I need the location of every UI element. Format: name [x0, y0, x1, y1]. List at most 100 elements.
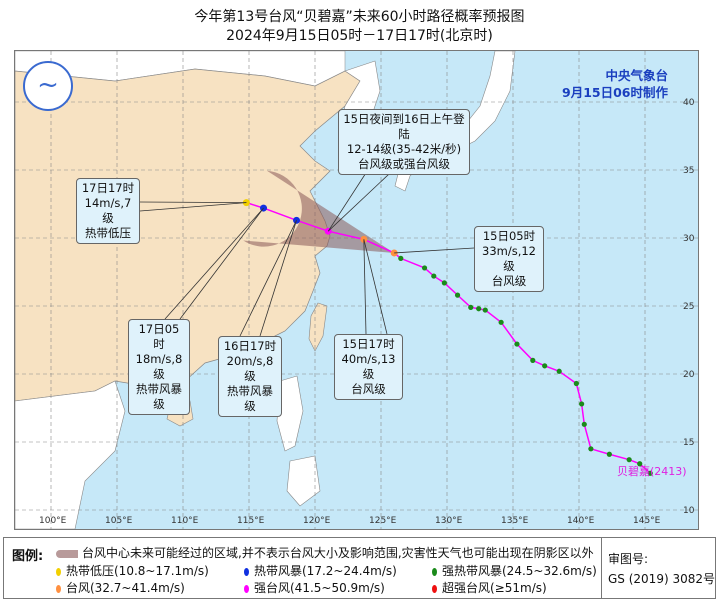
lon-tick-label: 115°E [237, 516, 265, 526]
lat-tick-label: 15 [683, 438, 694, 448]
callout-line: 15日夜间到16日上午登陆 [343, 112, 465, 141]
callout-line: 16日17时 [223, 339, 277, 353]
leader-line [259, 220, 297, 337]
lon-tick-label: 145°E [633, 516, 661, 526]
lon-tick-label: 125°E [369, 516, 397, 526]
legend-item-label: 热带风暴(17.2~24.4m/s) [254, 564, 397, 578]
lon-tick-label: 130°E [435, 516, 463, 526]
lat-tick-label: 20 [683, 370, 695, 380]
category-dot-icon [244, 584, 249, 593]
legend: 图例: 台风中心未来可能经过的区域,并不表示台风大小及影响范围,灾害性天气也可能… [3, 537, 716, 599]
past-track-point [514, 341, 520, 347]
lat-tick-label: 30 [683, 234, 695, 244]
forecast-point [390, 249, 398, 257]
legend-item-label: 台风(32.7~41.4m/s) [66, 581, 185, 595]
past-track-point [579, 401, 585, 407]
leader-line [363, 239, 367, 335]
category-dot-icon [56, 567, 61, 576]
lat-tick-label: 35 [683, 166, 694, 176]
approval-box: 审图号: GS (2019) 3082号 [601, 538, 715, 598]
past-track-point [573, 380, 579, 387]
callout-line: 33m/s,12级 [482, 244, 536, 273]
past-track-point [637, 461, 643, 467]
category-dot-icon [432, 567, 437, 576]
leader-line [394, 247, 475, 254]
legend-item: 超强台风(≥51m/s) [432, 579, 547, 596]
legend-item: 强热带风暴(24.5~32.6m/s) [432, 562, 597, 579]
approval-label: 审图号: [608, 552, 649, 566]
callout-line: 18m/s,8级 [135, 352, 183, 381]
callout-line: 20m/s,8级 [226, 354, 274, 383]
past-track-point [498, 319, 504, 325]
lon-tick-label: 110°E [171, 516, 199, 526]
legend-label: 图例: [12, 549, 44, 564]
legend-cone: 台风中心未来可能经过的区域,并不表示台风大小及影响范围,灾害性天气也可能出现在阴… [56, 544, 594, 561]
past-track-point [441, 280, 447, 286]
past-track-point [556, 368, 562, 374]
callout-line: 热带风暴级 [136, 382, 182, 411]
callout-line: 台风级 [491, 274, 527, 288]
land-indochina [15, 380, 126, 529]
callout-line: 12-14级(35-42米/秒) [346, 142, 462, 156]
past-track-line [393, 252, 651, 474]
legend-item: 热带风暴(17.2~24.4m/s) [244, 562, 397, 579]
callout-17d17h: 17日17时 14m/s,7级 热带低压 [76, 178, 140, 244]
callout-line: 17日05时 [138, 322, 180, 351]
lon-tick-label: 140°E [567, 516, 595, 526]
past-track-point [476, 306, 482, 312]
past-track-point [542, 363, 548, 369]
lat-tick-label: 10 [683, 506, 695, 516]
lat-tick-label: 25 [683, 302, 694, 312]
callout-line: 15日05时 [482, 229, 536, 243]
past-track-point [431, 273, 437, 279]
callout-line: 40m/s,13级 [341, 352, 396, 381]
lat-tick-label: 40 [683, 98, 695, 108]
leader-line [139, 201, 247, 204]
lon-tick-label: 135°E [501, 516, 529, 526]
past-track-point [530, 357, 536, 363]
leader-line [179, 207, 264, 320]
callout-line: 台风级 [351, 382, 386, 396]
leader-line [239, 220, 297, 337]
callout-16d17h: 16日17时 20m/s,8级 热带风暴级 [218, 336, 282, 417]
approval-number: GS (2019) 3082号 [608, 572, 715, 586]
cma-logo: ~ [23, 61, 73, 111]
legend-item-label: 强台风(41.5~50.9m/s) [254, 581, 385, 595]
lon-tick-label: 120°E [303, 516, 331, 526]
category-dot-icon [432, 584, 437, 593]
legend-cone-text: 台风中心未来可能经过的区域,并不表示台风大小及影响范围,灾害性天气也可能出现在阴… [82, 546, 594, 560]
lon-tick-label: 100°E [39, 516, 67, 526]
forecast-cone [243, 170, 395, 253]
past-track-point [468, 304, 474, 310]
agency-name: 中央气象台 [605, 68, 668, 83]
map-title: 今年第13号台风“贝碧嘉”未来60小时路径概率预报图 [194, 9, 525, 25]
map-area: 100°E 105°E 110°E 115°E 120°E 125°E 130°E 135°E… [14, 50, 699, 530]
leader-line [363, 239, 388, 335]
legend-item: 强台风(41.5~50.9m/s) [244, 579, 385, 596]
category-dot-icon [244, 567, 249, 576]
past-track-point [482, 307, 488, 313]
past-track-point [626, 457, 632, 463]
callout-17d05h: 17日05时 18m/s,8级 热带风暴级 [128, 319, 190, 415]
past-track-point [454, 292, 461, 298]
past-track-point [421, 265, 428, 271]
past-track-point [398, 255, 404, 261]
cone-shape [243, 170, 395, 253]
legend-item-label: 超强台风(≥51m/s) [442, 581, 547, 595]
past-track-point [606, 451, 612, 457]
legend-item-label: 强热带风暴(24.5~32.6m/s) [442, 564, 597, 578]
legend-item: 台风(32.7~41.4m/s) [56, 579, 185, 596]
callout-line: 热带风暴级 [227, 384, 273, 413]
leader-line [164, 207, 264, 320]
callout-line: 17日17时 [81, 181, 135, 195]
callout-15d05h: 15日05时 33m/s,12级 台风级 [474, 226, 544, 292]
made-time: 9月15日06时制作 [562, 85, 668, 100]
lon-tick-label: 105°E [105, 516, 133, 526]
callout-landfall: 15日夜间到16日上午登陆 12-14级(35-42米/秒) 台风级或强台风级 [338, 109, 470, 175]
leader-line [139, 202, 247, 212]
callout-line: 台风级或强台风级 [358, 157, 450, 171]
category-dot-icon [56, 584, 61, 593]
past-track-point [581, 421, 587, 427]
legend-item: 热带低压(10.8~17.1m/s) [56, 562, 209, 579]
